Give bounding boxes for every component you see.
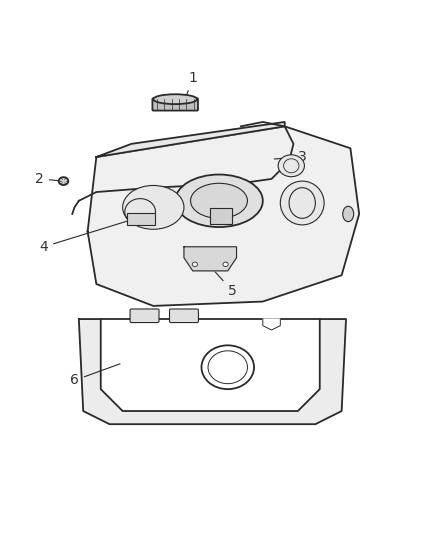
Ellipse shape bbox=[175, 174, 263, 227]
Ellipse shape bbox=[153, 94, 197, 104]
Ellipse shape bbox=[223, 262, 228, 266]
FancyBboxPatch shape bbox=[152, 98, 198, 110]
Ellipse shape bbox=[278, 155, 304, 177]
Ellipse shape bbox=[280, 181, 324, 225]
Polygon shape bbox=[263, 319, 280, 330]
Ellipse shape bbox=[343, 206, 354, 222]
Polygon shape bbox=[79, 319, 346, 424]
FancyBboxPatch shape bbox=[130, 309, 159, 322]
Text: 6: 6 bbox=[70, 364, 120, 387]
Polygon shape bbox=[184, 247, 237, 271]
Text: 3: 3 bbox=[274, 150, 307, 164]
Polygon shape bbox=[96, 122, 285, 157]
Bar bbox=[127, 213, 155, 225]
Text: 1: 1 bbox=[185, 71, 197, 100]
Polygon shape bbox=[88, 126, 359, 306]
Ellipse shape bbox=[201, 345, 254, 389]
Ellipse shape bbox=[123, 185, 184, 229]
Text: 2: 2 bbox=[35, 172, 61, 186]
Ellipse shape bbox=[191, 183, 247, 219]
Ellipse shape bbox=[59, 177, 68, 185]
Ellipse shape bbox=[192, 262, 198, 266]
FancyBboxPatch shape bbox=[170, 309, 198, 322]
Text: 5: 5 bbox=[212, 269, 237, 297]
Text: 4: 4 bbox=[39, 221, 127, 254]
Bar bbox=[210, 208, 232, 224]
